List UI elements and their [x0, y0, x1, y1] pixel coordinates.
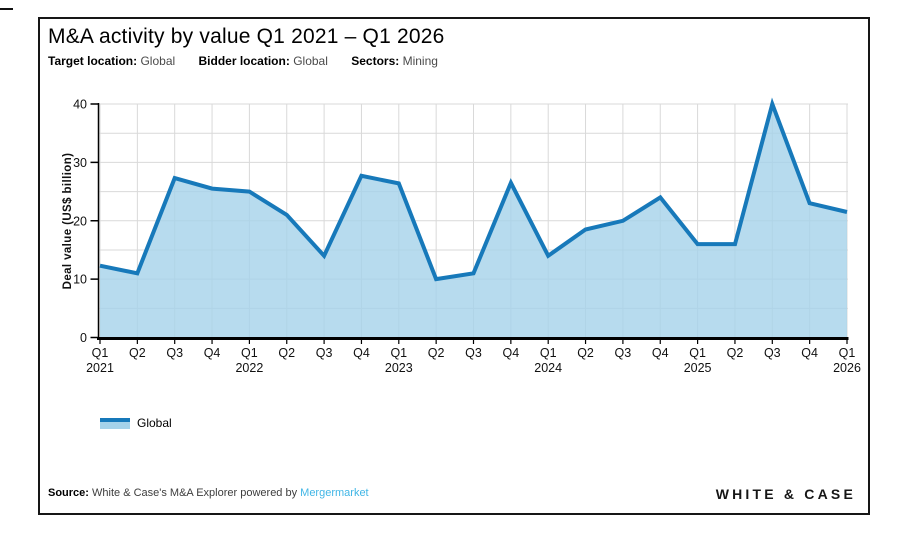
x-tick-label: Q1 — [390, 346, 407, 360]
source-note: Source: White & Case's M&A Explorer powe… — [48, 487, 369, 499]
y-tick-label: 0 — [80, 331, 87, 345]
x-tick-label: Q2 — [428, 346, 445, 360]
x-tick-label: Q2 — [577, 346, 594, 360]
x-year-label: 2022 — [235, 361, 263, 375]
x-tick-label: Q4 — [652, 346, 669, 360]
legend-swatch-fill — [100, 421, 130, 429]
source-label: Source: — [48, 487, 89, 499]
mergermarket-link[interactable]: Mergermarket — [300, 487, 369, 499]
x-year-label: 2026 — [833, 361, 861, 375]
x-tick-label: Q1 — [689, 346, 706, 360]
legend: Global — [100, 416, 172, 430]
x-tick-label: Q2 — [129, 346, 146, 360]
filter-target-location-value: Global — [140, 54, 176, 68]
legend-swatch-global — [100, 417, 130, 429]
filter-sectors-label: Sectors: — [351, 54, 400, 68]
x-tick-label: Q1 — [839, 346, 856, 360]
x-tick-label: Q1 — [92, 346, 109, 360]
x-tick-label: Q4 — [204, 346, 221, 360]
x-tick-label: Q2 — [727, 346, 744, 360]
x-tick-label: Q1 — [241, 346, 258, 360]
filter-bidder-location-label: Bidder location: — [198, 54, 290, 68]
y-tick-label: 40 — [73, 98, 87, 112]
x-tick-label: Q4 — [503, 346, 520, 360]
x-tick-label: Q4 — [801, 346, 818, 360]
x-tick-label: Q2 — [278, 346, 295, 360]
x-tick-label: Q3 — [166, 346, 183, 360]
x-year-label: 2021 — [86, 361, 114, 375]
y-axis-title: Deal value (US$ billion) — [62, 153, 74, 290]
x-tick-label: Q3 — [316, 346, 333, 360]
x-year-label: 2024 — [534, 361, 562, 375]
legend-label-global: Global — [137, 416, 172, 430]
legend-swatch-line — [100, 417, 130, 422]
y-tick-label: 30 — [73, 156, 87, 170]
x-tick-label: Q3 — [615, 346, 632, 360]
y-tick-label: 10 — [73, 273, 87, 287]
x-tick-label: Q4 — [353, 346, 370, 360]
filter-target-location-label: Target location: — [48, 54, 138, 68]
source-text: White & Case's M&A Explorer powered by — [88, 487, 301, 499]
white-and-case-logo: WHITE & CASE — [715, 486, 856, 502]
filter-sectors: Sectors: Mining — [351, 54, 438, 68]
x-year-label: 2023 — [385, 361, 413, 375]
edge-artifact-line — [0, 8, 13, 10]
filter-bidder-location: Bidder location: Global — [199, 54, 328, 68]
filter-bidder-location-value: Global — [293, 54, 328, 68]
y-tick-label: 20 — [73, 214, 87, 228]
x-tick-label: Q3 — [465, 346, 482, 360]
chart-title: M&A activity by value Q1 2021 – Q1 2026 — [48, 25, 445, 48]
filter-sectors-value: Mining — [402, 54, 438, 68]
filter-target-location: Target location: Global — [48, 54, 175, 68]
trend-line — [99, 97, 848, 282]
x-tick-label: Q1 — [540, 346, 557, 360]
chart-filters: Target location: Global Bidder location:… — [48, 54, 458, 68]
area-fill — [100, 104, 847, 338]
x-year-label: 2025 — [684, 361, 712, 375]
x-tick-label: Q3 — [764, 346, 781, 360]
